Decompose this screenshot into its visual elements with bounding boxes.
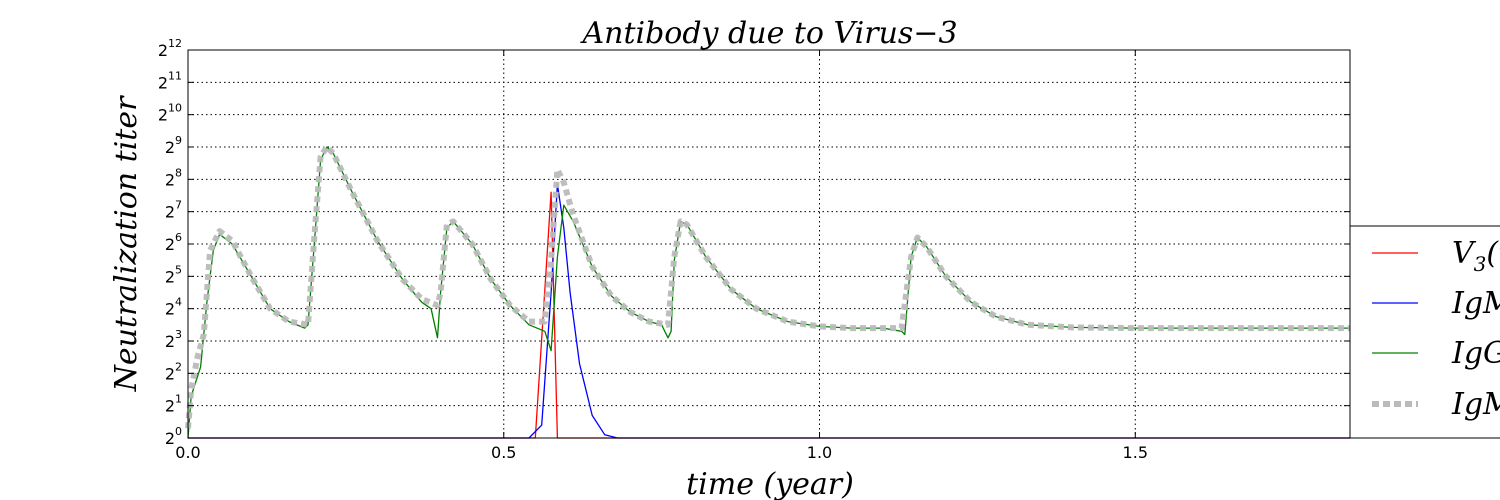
y-tick-label: 25 [165,263,182,286]
x-tick-label: 1.0 [807,443,832,462]
y-tick-label: 26 [165,231,182,254]
y-tick-label: 211 [158,69,182,92]
series-line-igg [187,146,1350,439]
legend-label: IgM [1451,387,1500,422]
x-tick-label: 0.0 [175,443,200,462]
grid-layer [188,50,1350,438]
y-tick-label: 21 [165,393,182,416]
y-tick-label: 20 [165,425,182,448]
y-tick-label: 28 [165,166,182,189]
tick-layer: 0.0 0.5 1.0 1.5 20 21 22 23 24 25 26 27 28 29 210 211 21… [158,37,1350,462]
legend: V3(t) IgM IgG IgM [1349,225,1500,439]
series-line-igm [188,183,1350,439]
y-tick-label: 24 [165,296,182,319]
x-axis-label: time (year) [686,467,854,500]
series-line-v-t- [188,191,1350,439]
y-tick-label: 212 [158,37,182,60]
series-line-igm-igg [185,144,1350,429]
x-tick-label: 0.5 [491,443,516,462]
legend-label: V3(t) [1452,236,1500,276]
x-tick-label: 1.5 [1123,443,1148,462]
y-tick-label: 29 [165,134,182,157]
y-tick-label: 23 [165,328,182,351]
legend-label: IgM [1451,286,1500,321]
series-layer [185,144,1350,439]
y-tick-label: 210 [158,102,182,125]
chart-title: Antibody due to Virus−3 [579,16,957,51]
y-tick-label: 27 [165,199,182,222]
legend-label: IgG [1451,336,1500,371]
y-tick-label: 22 [165,360,182,383]
y-axis-label: Neutralization titer [109,95,144,393]
